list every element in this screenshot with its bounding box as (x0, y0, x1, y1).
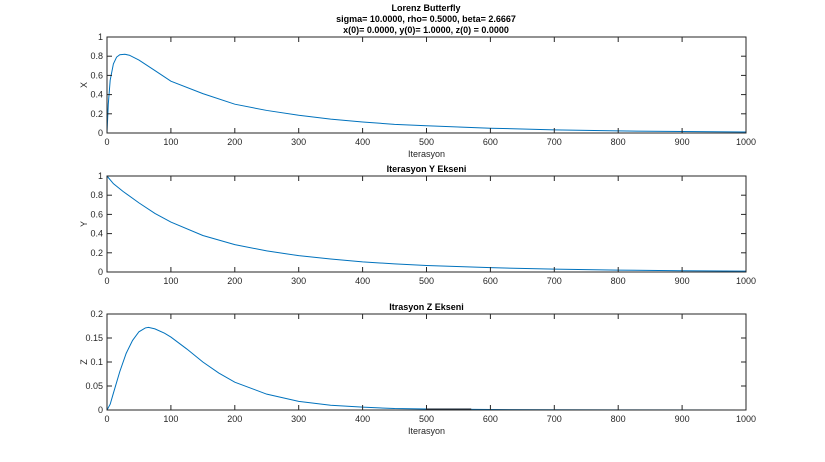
y-tick-label: 0 (98, 128, 103, 138)
subplot-title: Iterasyon Y Ekseni (387, 164, 467, 174)
x-tick-label: 900 (675, 137, 690, 147)
y-tick-label: 0.4 (90, 90, 103, 100)
x-tick-label: 800 (611, 276, 626, 286)
x-tick-label: 0 (104, 414, 109, 424)
y-tick-label: 0.8 (90, 190, 103, 200)
x-tick-label: 500 (419, 137, 434, 147)
x-tick-label: 300 (291, 276, 306, 286)
x-tick-label: 900 (675, 276, 690, 286)
x-tick-label: 0 (104, 137, 109, 147)
y-axis-label: Z (79, 359, 89, 365)
subplot-y: Iterasyon Y Ekseni 0 100 200 300 400 500 600 700… (79, 164, 756, 286)
x-tick-label: 200 (227, 276, 242, 286)
figure-title: Lorenz Butterfly (391, 3, 460, 13)
x-tick-label: 800 (611, 414, 626, 424)
x-tick-label: 100 (163, 276, 178, 286)
y-tick-label: 0.1 (90, 357, 103, 367)
x-tick-label: 0 (104, 276, 109, 286)
x-tick-label: 500 (419, 414, 434, 424)
y-axis-label: X (79, 82, 89, 88)
data-line (106, 326, 747, 411)
y-tick-label: 1 (98, 32, 103, 42)
subplot-title: Itrasyon Z Ekseni (389, 302, 464, 312)
y-tick-label: 0.2 (90, 109, 103, 119)
x-axis-label: Iterasyon (408, 426, 445, 436)
x-tick-label: 200 (227, 137, 242, 147)
x-tick-label: 600 (483, 414, 498, 424)
x-tick-label: 400 (355, 276, 370, 286)
x-tick-label: 700 (547, 414, 562, 424)
y-tick-label: 0.4 (90, 229, 103, 239)
x-tick-label: 1000 (736, 137, 756, 147)
x-tick-label: 900 (675, 414, 690, 424)
x-tick-label: 300 (291, 137, 306, 147)
x-tick-label: 700 (547, 137, 562, 147)
x-tick-label: 400 (355, 414, 370, 424)
x-tick-label: 100 (163, 414, 178, 424)
y-tick-label: 1 (98, 171, 103, 181)
x-tick-label: 1000 (736, 414, 756, 424)
data-line (106, 53, 747, 134)
x-tick-label: 600 (483, 276, 498, 286)
y-tick-label: 0.8 (90, 51, 103, 61)
x-tick-label: 700 (547, 276, 562, 286)
x-tick-label: 400 (355, 137, 370, 147)
subplot-x: 0 100 200 300 400 500 600 700 800 900 1000 0 0.2 0.4 0… (79, 32, 756, 159)
x-tick-label: 500 (419, 276, 434, 286)
x-axis-label: Iterasyon (408, 149, 445, 159)
y-tick-label: 0.6 (90, 70, 103, 80)
y-tick-label: 0.2 (90, 248, 103, 258)
y-tick-label: 0.2 (90, 309, 103, 319)
x-tick-label: 800 (611, 137, 626, 147)
y-tick-label: 0.15 (85, 333, 103, 343)
y-tick-label: 0 (98, 267, 103, 277)
x-tick-label: 300 (291, 414, 306, 424)
subplot-z: Itrasyon Z Ekseni 0 100 200 300 400 500 600 700 8… (79, 302, 756, 436)
figure-initial-conditions: x(0)= 0.0000, y(0)= 1.0000, z(0) = 0.000… (343, 25, 509, 35)
x-tick-label: 200 (227, 414, 242, 424)
y-tick-label: 0 (98, 405, 103, 415)
x-tick-label: 1000 (736, 276, 756, 286)
y-tick-label: 0.05 (85, 381, 103, 391)
figure-params: sigma= 10.0000, rho= 0.5000, beta= 2.666… (336, 14, 516, 24)
x-tick-label: 100 (163, 137, 178, 147)
x-tick-label: 600 (483, 137, 498, 147)
y-tick-label: 0.6 (90, 209, 103, 219)
y-axis-label: Y (79, 221, 89, 227)
